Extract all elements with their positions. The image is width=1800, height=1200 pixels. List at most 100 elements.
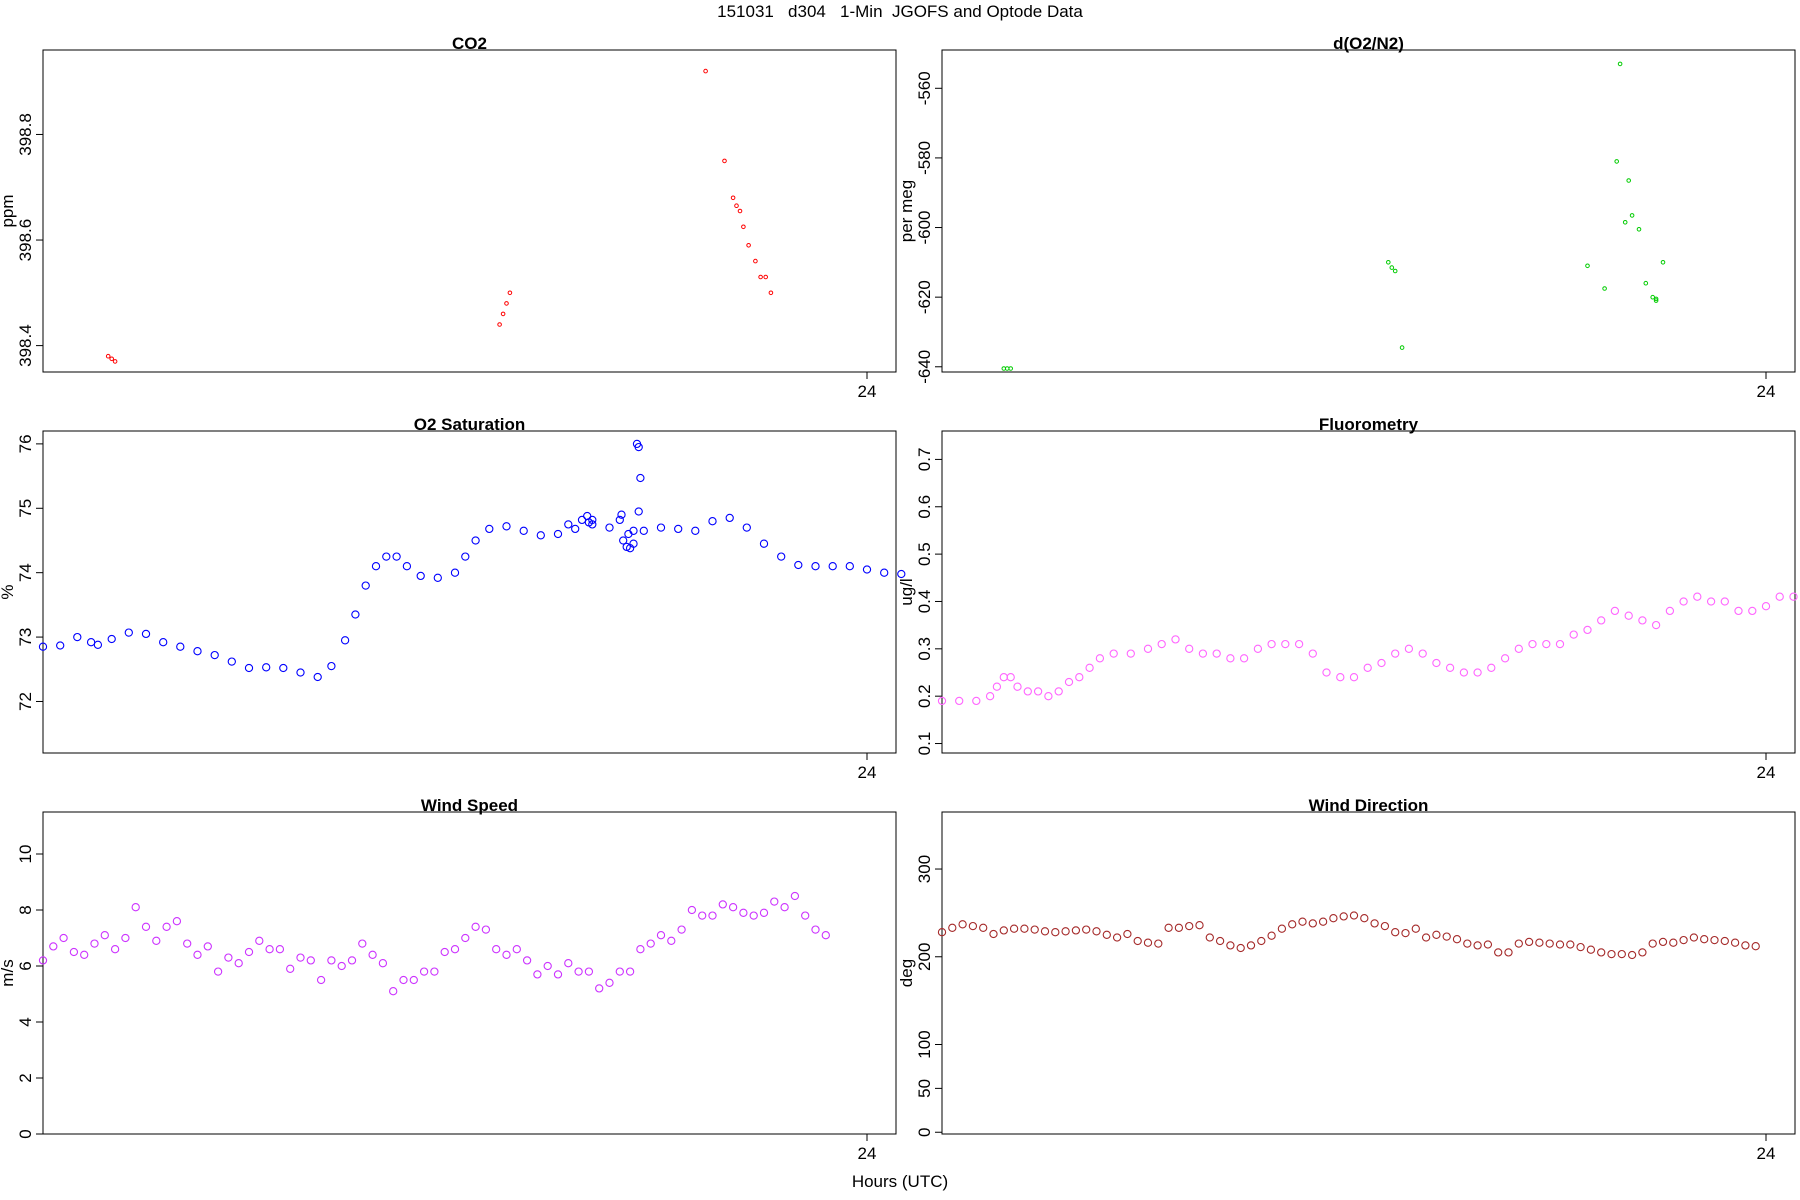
data-point: [656, 523, 666, 532]
data-point: [1658, 937, 1668, 947]
data-point: [763, 274, 769, 280]
data-point: [1761, 602, 1771, 611]
data-point: [450, 945, 460, 954]
data-point: [625, 967, 635, 976]
data-point: [430, 967, 439, 976]
data-point: [313, 672, 322, 682]
data-point: [1257, 936, 1266, 946]
data-point: [533, 970, 542, 979]
data-point: [1643, 280, 1649, 286]
data-point: [1006, 673, 1015, 682]
y-axis-label: %: [0, 584, 17, 599]
x-tick-label: 24: [1757, 382, 1776, 401]
data-point: [392, 552, 401, 561]
data-point: [1535, 938, 1544, 947]
data-point: [80, 950, 89, 959]
data-point: [790, 891, 800, 901]
data-point: [634, 442, 643, 452]
data-point: [337, 961, 346, 971]
data-point: [1185, 921, 1194, 931]
data-point: [176, 642, 185, 651]
data-point: [758, 274, 763, 280]
data-point: [1322, 668, 1331, 677]
data-point: [1524, 937, 1534, 947]
data-point: [1064, 677, 1074, 687]
figure-title: 151031 d304 1-Min JGOFS and Optode Data: [717, 2, 1083, 21]
data-point: [1109, 649, 1118, 658]
data-point: [1401, 928, 1410, 938]
data-point: [59, 933, 68, 943]
data-point: [86, 638, 96, 647]
data-point: [1399, 345, 1405, 350]
data-point: [734, 203, 739, 208]
x-tick-label: 24: [858, 763, 877, 782]
data-point: [1246, 941, 1256, 950]
data-point: [1126, 649, 1135, 658]
plot-frame: [941, 430, 1796, 754]
data-point: [193, 950, 202, 959]
data-point: [1669, 938, 1678, 947]
data-point: [193, 647, 202, 656]
data-point: [577, 515, 587, 525]
data-point: [1308, 649, 1317, 658]
data-point: [1710, 935, 1719, 945]
data-point: [1748, 606, 1757, 616]
y-tick-label: 398.8: [16, 113, 35, 156]
data-point: [698, 911, 707, 920]
data-point: [1360, 914, 1369, 923]
data-point: [1775, 592, 1784, 601]
data-point: [1215, 936, 1225, 946]
data-point: [1445, 663, 1455, 672]
data-point: [737, 208, 743, 214]
data-point: [159, 638, 168, 647]
data-point: [1650, 294, 1655, 300]
data-point: [38, 642, 48, 651]
data-point: [402, 562, 412, 571]
data-point: [1198, 649, 1208, 658]
data-point: [296, 668, 305, 677]
data-point: [708, 517, 717, 526]
y-tick-label: 72: [16, 692, 35, 711]
y-axis-label: m/s: [0, 959, 17, 986]
data-point: [728, 903, 738, 912]
y-axis-label: deg: [897, 959, 916, 987]
data-point: [821, 931, 830, 940]
x-tick-label: 24: [1757, 1144, 1776, 1163]
data-point: [605, 523, 614, 532]
y-tick-label: 0.6: [915, 495, 934, 519]
data-point: [1653, 296, 1659, 302]
data-point: [1751, 942, 1760, 951]
y-tick-label: -600: [915, 211, 934, 245]
y-tick-label: 74: [16, 563, 35, 582]
data-point: [1236, 943, 1245, 953]
data-point: [636, 945, 645, 954]
data-point: [634, 507, 643, 516]
data-point: [1597, 616, 1606, 625]
data-point: [617, 510, 626, 519]
data-point: [152, 936, 161, 945]
data-point: [1267, 639, 1276, 649]
data-point: [999, 673, 1008, 682]
data-point: [1226, 941, 1235, 950]
y-tick-label: 0.3: [915, 637, 934, 661]
data-point: [691, 526, 700, 535]
data-point: [687, 905, 697, 915]
chart-title: d(O2/N2): [1333, 34, 1404, 53]
data-point: [571, 524, 580, 534]
data-point: [1363, 663, 1372, 672]
data-point: [481, 925, 491, 934]
data-point: [1281, 639, 1290, 649]
y-tick-label: 0.2: [915, 684, 934, 708]
data-point: [768, 290, 774, 296]
data-point: [1339, 912, 1348, 921]
data-point: [1023, 687, 1032, 696]
data-point: [564, 959, 573, 968]
data-point: [1164, 923, 1173, 932]
data-point: [985, 692, 995, 701]
data-point: [999, 926, 1008, 935]
data-point: [262, 663, 271, 672]
data-point: [107, 634, 116, 644]
data-point: [972, 696, 981, 706]
data-point: [1679, 597, 1688, 606]
